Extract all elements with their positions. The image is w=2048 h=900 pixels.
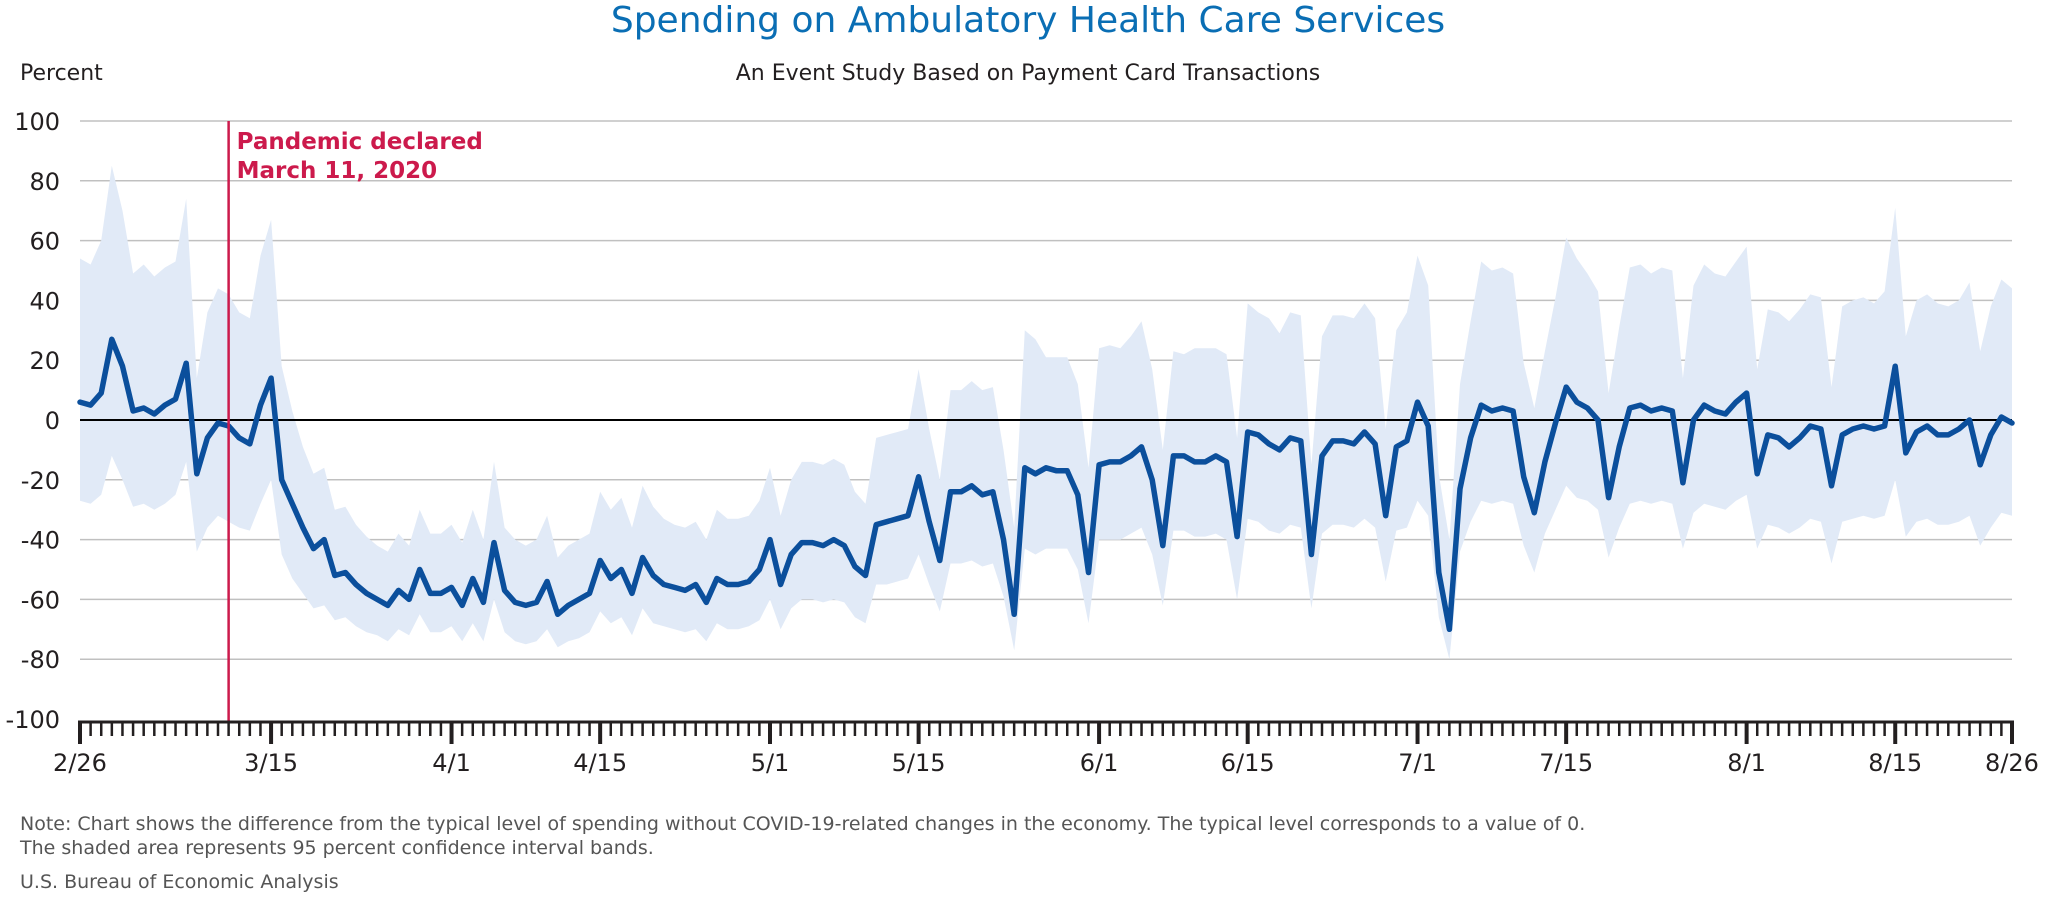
x-tick-label: 3/15	[244, 749, 298, 777]
x-tick-label: 4/15	[573, 749, 627, 777]
annotation-line-1: Pandemic declared	[237, 129, 483, 155]
y-tick-labels: 100 80 60 40 20 0 -20 -40 -60 -80 -100	[6, 108, 60, 734]
x-tick-label: 7/15	[1539, 749, 1593, 777]
y-tick-label: -100	[6, 706, 60, 734]
y-tick-label: -80	[21, 646, 60, 674]
note-line-1: Note: Chart shows the difference from th…	[20, 813, 1586, 835]
x-tick-label: 5/15	[892, 749, 946, 777]
x-tick-label: 8/1	[1727, 749, 1766, 777]
x-tick-label: 6/1	[1080, 749, 1119, 777]
spending-line	[77, 336, 2015, 633]
y-tick-label: 20	[29, 347, 60, 375]
x-tick-label: 5/1	[751, 749, 790, 777]
confidence-band	[80, 165, 2012, 660]
x-tick-label: 8/15	[1868, 749, 1922, 777]
y-tick-label: 0	[45, 407, 60, 435]
y-tick-label: 60	[29, 228, 60, 256]
chart-title: Spending on Ambulatory Health Care Servi…	[611, 0, 1445, 41]
annotation-line-2: March 11, 2020	[237, 158, 438, 184]
x-tick-label: 8/26	[1985, 749, 2039, 777]
note-line-2: The shaded area represents 95 percent co…	[20, 837, 654, 859]
x-tick-label: 6/15	[1221, 749, 1275, 777]
y-axis-label: Percent	[20, 61, 103, 86]
y-tick-label: 80	[29, 168, 60, 196]
y-tick-label: 100	[14, 108, 60, 136]
y-tick-label: -60	[21, 586, 60, 614]
y-tick-label: -40	[21, 527, 60, 555]
source-label: U.S. Bureau of Economic Analysis	[20, 871, 339, 893]
x-axis: 2/26 3/15 4/1 4/15 5/1 5/15 6/1 6/15 7/1 7/15 8/1 8…	[53, 720, 2039, 777]
x-tick-label: 4/1	[432, 749, 471, 777]
x-tick-label: 2/26	[53, 749, 107, 777]
chart-subtitle: An Event Study Based on Payment Card Tra…	[736, 61, 1321, 86]
y-tick-label: 40	[29, 287, 60, 315]
y-tick-label: -20	[21, 467, 60, 495]
x-tick-label: 7/1	[1398, 749, 1437, 777]
